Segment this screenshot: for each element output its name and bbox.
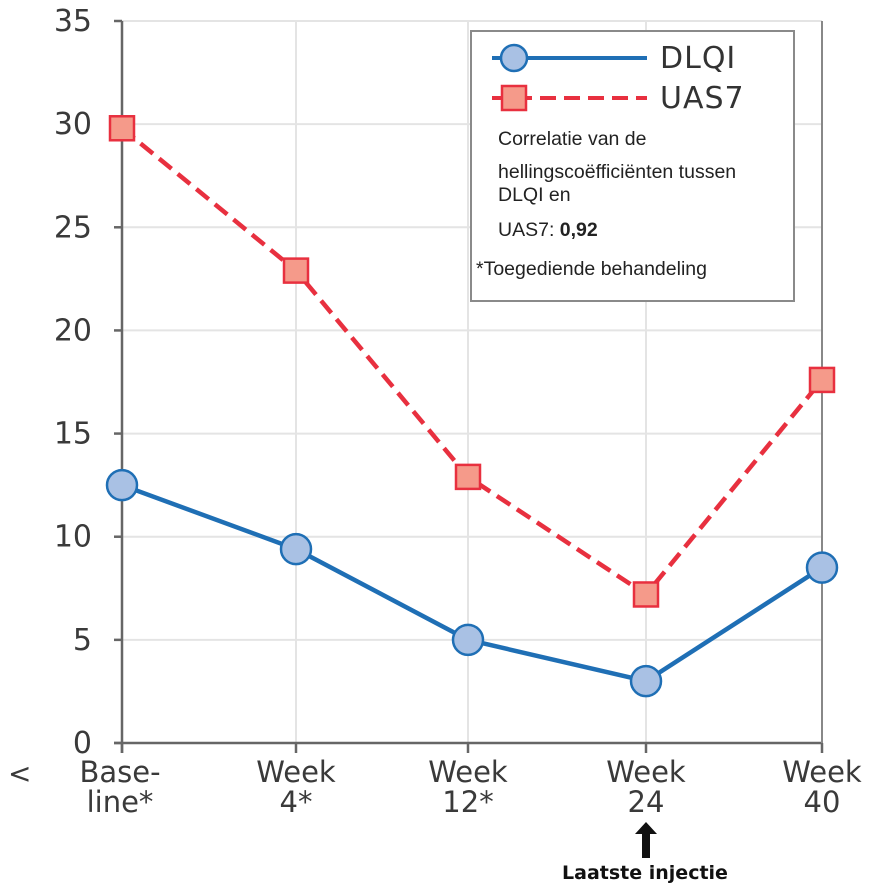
point-dlqi-3 [629, 664, 663, 698]
correlation-text: Correlatie van de hellingscoëfficiënten … [498, 128, 794, 242]
legend-label-dlqi: DLQI [660, 41, 737, 76]
x-tick-label-1: Week 4* [256, 755, 336, 819]
correlation-line-2: hellingscoëfficiënten tussen [498, 161, 737, 183]
y-tick-label-35: 35 [54, 4, 92, 39]
point-dlqi-4 [805, 551, 839, 584]
x-tick-label-line: Week [782, 755, 862, 789]
legend: DLQI UAS7 Correlatie van de hellingscoëf… [470, 30, 795, 302]
x-tick-label-line: Week [606, 755, 686, 789]
point-uas7-3 [632, 581, 660, 608]
x-tick-label-line: Base- [79, 755, 160, 789]
x-tick-label-line: Week [256, 755, 336, 789]
left-marker: < [8, 757, 32, 790]
legend-label-uas7: UAS7 [660, 81, 745, 116]
point-uas7-0 [108, 115, 136, 142]
point-uas7-1 [282, 257, 310, 284]
correlation-value: 0,92 [559, 219, 598, 241]
x-tick-label-line: Week [428, 755, 508, 789]
x-tick-label-line: 12* [442, 785, 493, 819]
point-uas7-2 [454, 463, 482, 491]
correlation-prefix: UAS7: [498, 219, 560, 241]
y-tick-label-5: 5 [73, 623, 92, 658]
x-tick-label-line: line* [87, 785, 154, 819]
point-dlqi-1 [279, 532, 313, 566]
y-tick-label-15: 15 [54, 417, 92, 452]
y-tick-label-20: 20 [54, 313, 92, 348]
correlation-line-1: Correlatie van de [498, 128, 647, 150]
point-dlqi-0 [105, 468, 139, 502]
legend-swatches [492, 43, 647, 112]
correlation-line-3: DLQI en [498, 184, 571, 206]
y-tick-label-25: 25 [54, 210, 92, 245]
point-dlqi-2 [451, 623, 485, 657]
x-tick-label-line: 40 [804, 785, 841, 819]
last-injection-label: Laatste injectie [562, 862, 728, 884]
x-tick-label-0: Base-line* [79, 755, 160, 819]
correlation-line-4: UAS7: 0,92 [498, 219, 794, 242]
arrow-up-icon [635, 822, 657, 858]
legend-marker-uas7 [500, 84, 528, 112]
legend-marker-dlqi [499, 43, 529, 73]
x-tick-label-line: 4* [280, 785, 313, 819]
point-uas7-4 [808, 366, 836, 394]
x-tick-label-4: Week 40 [782, 755, 862, 819]
y-tick-labels: 0 5 10 15 20 25 30 35 [54, 4, 92, 761]
y-tick-label-0: 0 [73, 726, 92, 761]
x-tick-label-line: 24 [628, 785, 665, 819]
y-tick-label-30: 30 [54, 107, 92, 142]
x-tick-label-2: Week 12* [428, 755, 508, 819]
legend-footnote: *Toegediende behandeling [476, 258, 707, 280]
series-markers [105, 115, 839, 698]
y-tick-label-10: 10 [54, 520, 92, 555]
x-tick-label-3: Week 24 [606, 755, 686, 819]
